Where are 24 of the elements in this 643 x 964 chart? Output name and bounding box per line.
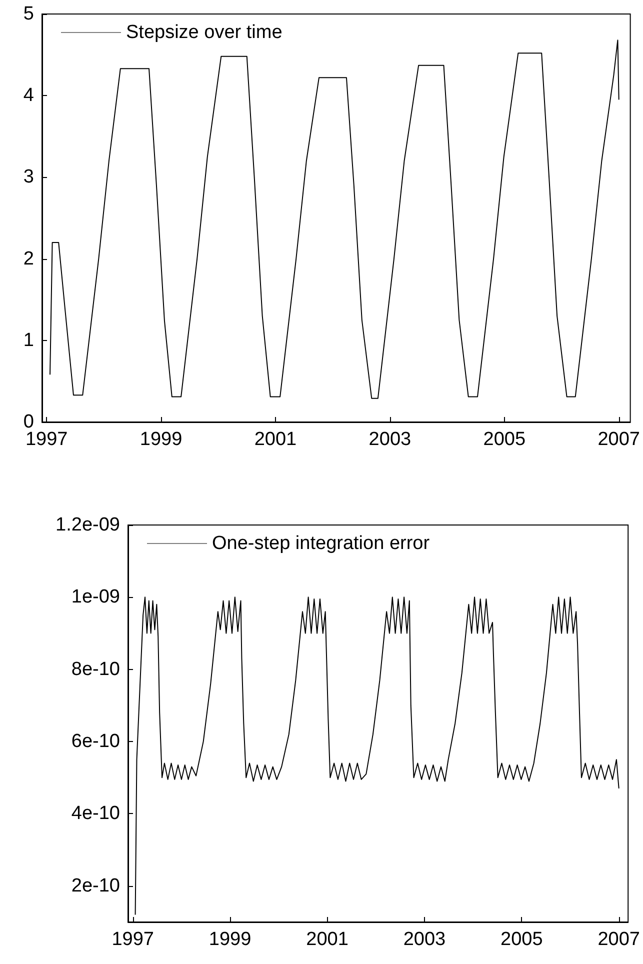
legend-label: One-step integration error [212,533,430,554]
x-tick-label: 2005 [500,929,543,950]
y-tick-label: 8e-10 [71,658,120,680]
y-tick-label: 5 [23,4,34,24]
x-tick-label: 1999 [208,929,252,950]
x-tick-label: 2007 [598,429,640,450]
x-tick-label: 2003 [403,929,446,950]
y-tick-label: 3 [23,166,34,188]
x-tick-label: 2001 [306,929,348,950]
x-tick-label: 2007 [598,929,640,950]
y-tick-label: 4 [23,85,34,106]
x-tick-label: 1999 [140,429,182,450]
x-tick-label: 1997 [112,929,154,950]
y-tick-label: 4e-10 [71,803,120,824]
y-tick-label: 2 [23,248,34,270]
x-tick-label: 2001 [254,429,297,450]
y-tick-label: 2e-10 [71,875,120,896]
y-tick-label: 1e-09 [71,586,120,608]
x-tick-label: 2003 [368,429,412,450]
legend-label: Stepsize over time [126,22,282,43]
x-tick-label: 2005 [483,429,526,450]
y-tick-label: 1.2e-09 [56,514,120,536]
y-tick-label: 6e-10 [71,731,120,752]
y-tick-label: 1 [23,330,34,351]
